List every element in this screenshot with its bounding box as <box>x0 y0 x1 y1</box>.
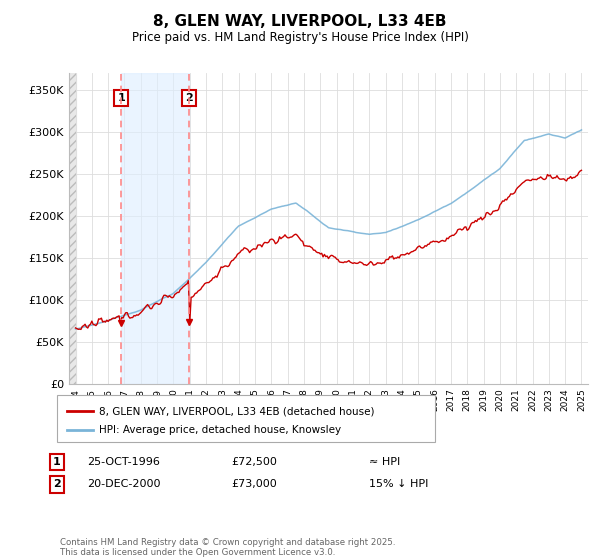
Text: £73,000: £73,000 <box>231 479 277 489</box>
Polygon shape <box>69 73 76 384</box>
Text: 25-OCT-1996: 25-OCT-1996 <box>87 457 160 467</box>
Text: 20-DEC-2000: 20-DEC-2000 <box>87 479 161 489</box>
Bar <box>121 73 189 384</box>
Text: 2: 2 <box>53 479 61 489</box>
Text: 2: 2 <box>185 93 193 103</box>
Text: 1: 1 <box>117 93 125 103</box>
Text: 8, GLEN WAY, LIVERPOOL, L33 4EB: 8, GLEN WAY, LIVERPOOL, L33 4EB <box>153 14 447 29</box>
Text: Contains HM Land Registry data © Crown copyright and database right 2025.
This d: Contains HM Land Registry data © Crown c… <box>60 538 395 557</box>
Text: ≈ HPI: ≈ HPI <box>369 457 400 467</box>
Text: HPI: Average price, detached house, Knowsley: HPI: Average price, detached house, Know… <box>99 426 341 435</box>
Bar <box>69 73 76 384</box>
Text: Price paid vs. HM Land Registry's House Price Index (HPI): Price paid vs. HM Land Registry's House … <box>131 31 469 44</box>
Text: 8, GLEN WAY, LIVERPOOL, L33 4EB (detached house): 8, GLEN WAY, LIVERPOOL, L33 4EB (detache… <box>99 406 374 416</box>
Text: £72,500: £72,500 <box>231 457 277 467</box>
Text: 15% ↓ HPI: 15% ↓ HPI <box>369 479 428 489</box>
Text: 1: 1 <box>53 457 61 467</box>
